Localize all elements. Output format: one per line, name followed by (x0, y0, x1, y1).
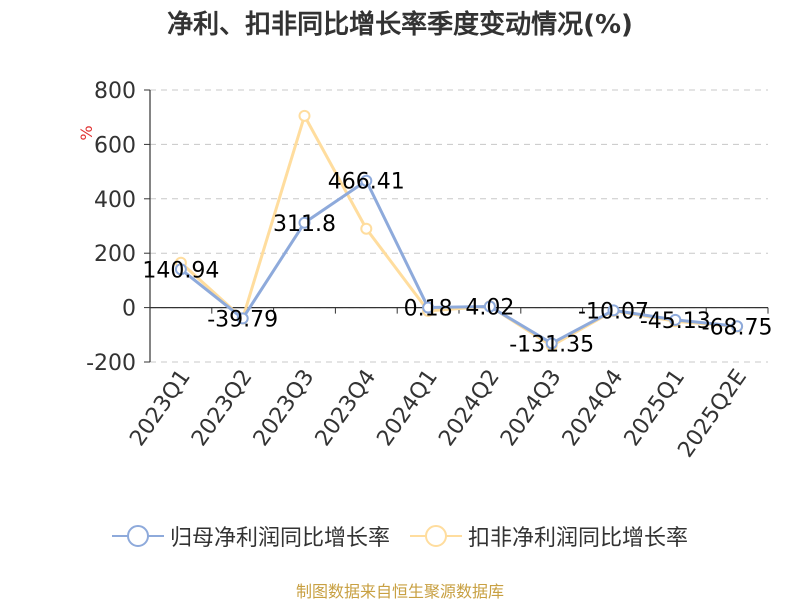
data-label: 466.41 (328, 170, 405, 195)
y-tick-label: 600 (94, 133, 136, 158)
data-point-series-1 (669, 313, 682, 326)
x-tick-label: 2024Q4 (558, 365, 629, 451)
data-label: 140.94 (142, 258, 219, 283)
y-tick-label: 200 (94, 242, 136, 267)
data-point-series-1 (607, 304, 620, 317)
source-note: 制图数据来自恒生聚源数据库 (295, 582, 504, 601)
legend-item-series-1[interactable]: 归母净利润同比增长率 (111, 520, 390, 552)
y-tick-label: -200 (86, 351, 136, 376)
data-point-series-1 (360, 174, 373, 187)
data-label: 4.02 (465, 296, 514, 321)
x-tick-label: 2024Q3 (496, 365, 567, 451)
data-label: -68.75 (702, 315, 773, 340)
data-label: -39.79 (207, 307, 278, 332)
y-axis-unit: % (77, 125, 96, 140)
x-tick-label: 2023Q1 (125, 365, 196, 451)
data-point-series-1 (298, 216, 311, 229)
x-tick-label: 2023Q3 (249, 365, 320, 451)
legend: 归母净利润同比增长率 扣非净利润同比增长率 (0, 520, 800, 552)
data-point-series-1 (236, 312, 249, 325)
data-point-series-1 (731, 320, 744, 333)
chart-title: 净利、扣非同比增长率季度变动情况(%) (167, 10, 633, 40)
data-label: -131.35 (509, 332, 594, 357)
x-tick-label: 2024Q2 (434, 365, 505, 451)
x-tick-label: 2024Q1 (372, 365, 443, 451)
data-label: -10.07 (578, 299, 649, 324)
data-point-series-1 (422, 301, 435, 314)
data-point-series-1 (483, 300, 496, 313)
legend-marker-series-2 (410, 523, 462, 549)
x-tick-label: 2023Q2 (187, 365, 258, 451)
legend-label-series-1: 归母净利润同比增长率 (169, 526, 390, 551)
series-line-1 (179, 179, 738, 345)
y-tick-label: 0 (122, 297, 136, 322)
legend-item-series-2[interactable]: 扣非净利润同比增长率 (410, 520, 688, 552)
data-point-series-2 (298, 109, 311, 122)
data-point-series-1 (174, 263, 187, 276)
data-point-series-2 (360, 222, 373, 235)
y-tick-label: 800 (94, 79, 136, 104)
legend-marker-series-1 (111, 523, 164, 549)
data-point-series-1 (545, 337, 558, 350)
data-label: 311.8 (273, 212, 336, 237)
legend-label-series-2: 扣非净利润同比增长率 (468, 526, 689, 551)
data-label: 0.18 (404, 297, 453, 322)
x-tick-label: 2023Q4 (311, 365, 382, 451)
data-label: -45.13 (640, 309, 711, 334)
y-tick-label: 400 (94, 188, 136, 213)
